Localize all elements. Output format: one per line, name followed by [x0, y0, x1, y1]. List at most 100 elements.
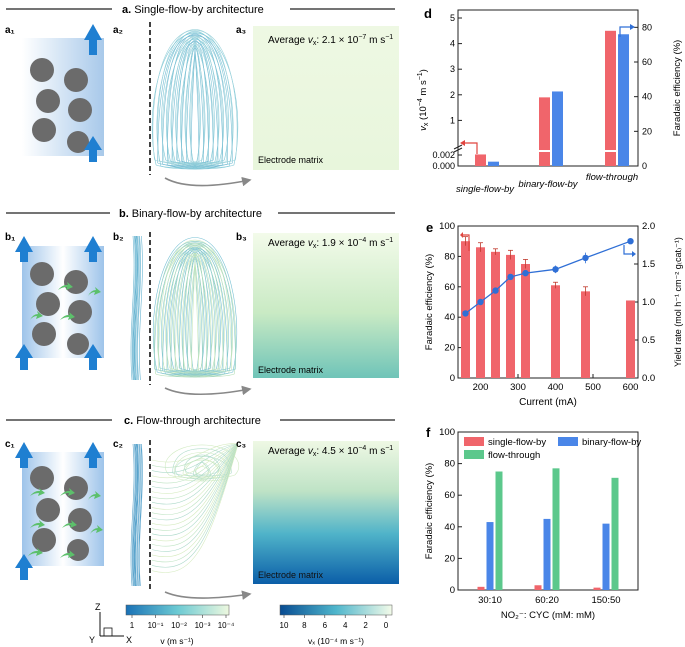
x-axis-label: Current (mA) — [519, 397, 577, 408]
colorbar-tick-label: 2 — [363, 621, 368, 630]
streamline — [151, 443, 239, 494]
bar-single-flow-by — [477, 586, 485, 590]
sphere — [36, 89, 60, 113]
average-velocity: Average vx: 4.5 × 10−4 m s−1 — [268, 445, 393, 458]
schematic-channel — [22, 246, 104, 358]
bar-vx — [605, 30, 616, 166]
streamline — [134, 235, 139, 381]
streamline — [135, 235, 139, 381]
curved-arrow-icon — [62, 520, 77, 528]
x-tick-label: flow-through — [586, 172, 638, 183]
yield-point — [477, 298, 484, 306]
curved-arrow-icon — [60, 550, 75, 558]
bar-binary-flow-by — [543, 518, 551, 590]
streamline — [181, 39, 209, 165]
up-arrow-icon — [84, 24, 102, 55]
sphere — [67, 539, 89, 561]
streamline — [185, 458, 219, 481]
streamline — [153, 243, 237, 378]
colorbar-tick-label: 10⁻⁴ — [218, 621, 235, 630]
panel-letter: d — [424, 6, 432, 21]
sub-label-3: c₃ — [236, 439, 247, 450]
y2-tick-label: 0.0 — [642, 373, 655, 384]
sub-label-3: b₃ — [236, 232, 247, 243]
colorbar-tick-label: 1 — [130, 621, 135, 630]
streamline — [152, 30, 238, 164]
y2-axis-label: Yield rate (mol h⁻¹ cm⁻² g₍cat₎⁻¹) — [673, 237, 683, 367]
colorbar-v-ticks: 1 10⁻¹ 10⁻² 10⁻³ 10⁻⁴ — [130, 615, 235, 630]
up-arrow-icon — [84, 442, 102, 468]
sphere — [68, 508, 92, 532]
curved-arrow-icon — [30, 311, 43, 320]
axis-break-mark — [453, 144, 463, 153]
right-axis-indicator-icon — [632, 251, 636, 257]
curved-arrow-icon — [88, 491, 101, 500]
velocity-field — [253, 26, 399, 170]
yield-point — [582, 254, 589, 262]
bar-break — [539, 150, 550, 152]
y2-tick-label: 1.0 — [642, 297, 655, 308]
chart-e: 200 300 400 500 600 0 20 40 60 80 100 0.0 0.5 1.0 1.5 2… — [439, 221, 655, 393]
streamline — [131, 443, 136, 587]
streamline — [130, 235, 135, 381]
velocity-field — [253, 233, 399, 378]
streamline — [137, 443, 141, 587]
right-axis-indicator-icon — [619, 26, 630, 37]
left-axis-indicator-icon — [460, 140, 465, 146]
yield-line — [465, 240, 631, 314]
streamline — [171, 35, 219, 168]
bar-fe — [521, 264, 530, 378]
colorbar-tick-label: 10 — [280, 621, 289, 630]
yield-point — [492, 287, 499, 294]
sphere — [68, 98, 92, 122]
colorbar-tick-label: 8 — [302, 621, 307, 630]
bar-fe — [491, 251, 500, 378]
average-velocity: Average vx: 1.9 × 10−4 m s−1 — [268, 237, 393, 250]
panel-letter: f — [426, 425, 431, 440]
streamlines — [151, 29, 239, 170]
row-b: b. Binary-flow-by architecture b₁ b₂ b — [5, 208, 399, 396]
sub-label-2: b₂ — [113, 232, 124, 243]
streamline — [151, 443, 239, 463]
streamline — [151, 443, 239, 489]
streamline — [131, 235, 136, 381]
y-tick-label: 4 — [450, 39, 455, 49]
bar-flow-through — [611, 477, 619, 590]
streamline — [151, 443, 239, 499]
legend: single-flow-by binary-flow-by flow-through — [464, 437, 641, 461]
sub-label-3: a₃ — [236, 25, 247, 36]
curved-arrow-icon — [60, 488, 75, 496]
left-axis-indicator-icon — [465, 142, 478, 154]
electrode-matrix-label: Electrode matrix — [258, 155, 324, 165]
row-title: a. Single-flow-by architecture — [122, 4, 264, 16]
yield-point — [552, 266, 559, 273]
streamline — [166, 33, 224, 169]
streamline — [151, 32, 239, 169]
x-label: X — [126, 635, 132, 645]
streamline — [151, 443, 239, 526]
sphere — [30, 58, 54, 82]
row-a: a. Single-flow-by architecture a₁ a₂ a₃ A… — [5, 4, 399, 187]
streamline — [151, 443, 239, 484]
y-tick-label: 5 — [450, 13, 455, 23]
sphere — [32, 322, 56, 346]
curved-arrow-icon — [90, 525, 103, 534]
sphere — [30, 466, 54, 490]
bar-single-flow-by — [534, 585, 542, 590]
y2-tick-label: 2.0 — [642, 221, 655, 232]
flow-arrows — [15, 442, 102, 580]
streamline — [166, 36, 224, 167]
curved-arrow-icon — [60, 312, 75, 320]
streamline — [190, 46, 200, 167]
streamline — [139, 443, 143, 587]
y2-tick-label: 40 — [642, 92, 652, 102]
streamline — [151, 443, 239, 521]
streamline — [151, 443, 239, 568]
right-axis-indicator-icon — [623, 245, 632, 255]
y-tick-label: 0 — [450, 585, 455, 596]
sub-label-1: a₁ — [5, 25, 15, 36]
y-axis-box — [103, 627, 113, 637]
y-tick-label: 80 — [444, 251, 455, 262]
bar-fe — [461, 241, 470, 378]
